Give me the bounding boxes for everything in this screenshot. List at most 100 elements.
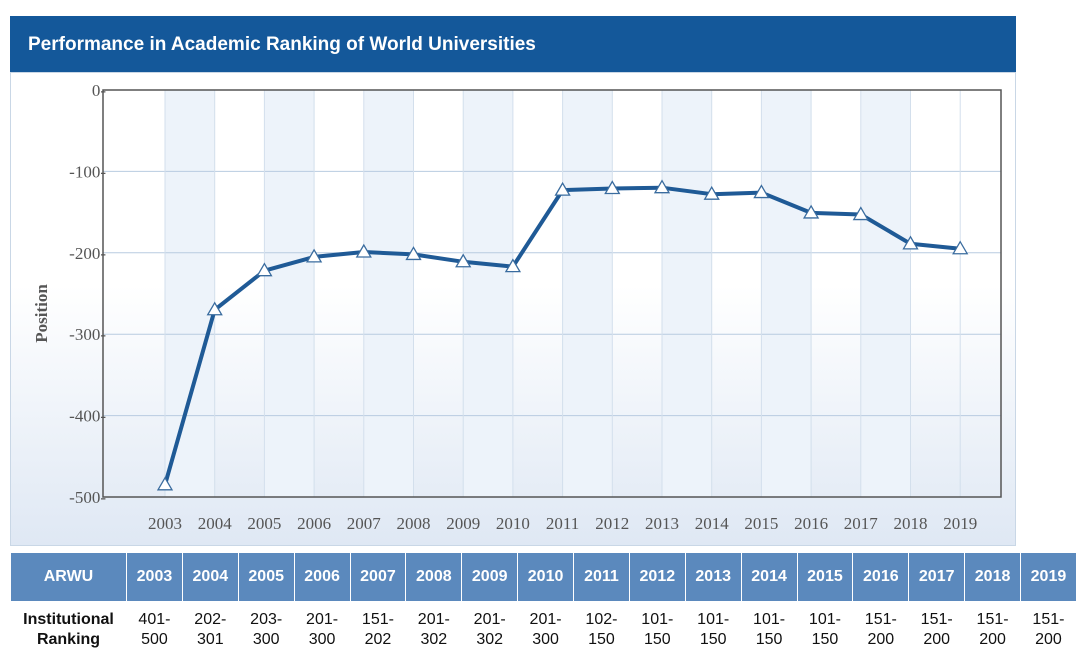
- table-header-year: 2017: [908, 552, 966, 602]
- table-row: Institutional Ranking 401- 500 202- 301 203-…: [11, 602, 1077, 652]
- table-cell-ranking: 401- 500: [127, 602, 183, 652]
- table-header-year: 2003: [126, 552, 183, 602]
- x-tick-label: 2017: [844, 514, 879, 533]
- ranking-start: 201-: [473, 611, 506, 628]
- column-band: [761, 90, 812, 497]
- data-point: [952, 240, 969, 255]
- x-tick-label: 2010: [496, 514, 530, 533]
- data-point: [902, 235, 919, 250]
- ranking-start: 151-: [864, 611, 897, 628]
- data-point: [802, 204, 820, 219]
- y-tick-label: -500-: [69, 488, 106, 507]
- x-tick-label: 2013: [645, 514, 679, 533]
- data-point: [653, 179, 671, 194]
- x-tick-label: 2014: [695, 514, 730, 533]
- table-cell-ranking: 201- 300: [518, 602, 574, 652]
- x-tick-label: 2008: [397, 514, 431, 533]
- ranking-end: 150: [588, 631, 615, 648]
- column-band: [165, 90, 215, 497]
- ranking-end: 150: [699, 631, 727, 648]
- table-header-year: 2006: [293, 552, 351, 602]
- ranking-start: 201-: [417, 611, 450, 628]
- ranking-start: 151-: [976, 611, 1009, 628]
- x-tick-label: 2012: [595, 514, 629, 533]
- column-band: [264, 90, 315, 497]
- ranking-end: 200: [979, 631, 1006, 648]
- table-header-year: 2011: [573, 552, 630, 602]
- data-point: [305, 248, 323, 263]
- data-point: [604, 180, 621, 195]
- table-cell-ranking: 202- 301: [182, 602, 238, 652]
- table-cell-ranking: 102- 150: [574, 602, 630, 652]
- data-point: [703, 185, 720, 200]
- y-tick-label: -400-: [69, 407, 106, 426]
- table-header-year: 2015: [796, 552, 854, 602]
- ranking-end: 200: [923, 631, 951, 648]
- column-band: [363, 90, 414, 497]
- x-tick-label: 2018: [894, 514, 928, 533]
- table-cell-ranking: 151- 200: [965, 602, 1021, 652]
- table-cell-ranking: 201- 302: [406, 602, 462, 652]
- ranking-start: 202-: [194, 611, 227, 628]
- ranking-end: 200: [1035, 631, 1062, 648]
- x-tick-label: 2005: [247, 514, 281, 533]
- x-tick-label: 2011: [546, 514, 579, 533]
- ranking-start: 201-: [306, 611, 339, 628]
- table-header-year: 2014: [740, 552, 798, 602]
- x-tick-label: 2009: [446, 514, 480, 533]
- ranking-start: 151-: [361, 611, 394, 628]
- data-point: [156, 476, 174, 491]
- x-tick-label: 2004: [198, 514, 233, 533]
- data-point: [554, 181, 571, 196]
- ranking-start: 151-: [920, 611, 953, 628]
- line-chart: 0- -100- -200- -300- -400- -500- 2003 2004 2005 2…: [32, 81, 1002, 533]
- y-axis-label: Position: [32, 284, 51, 343]
- y-tick-label: 0-: [92, 81, 107, 100]
- table-cell-ranking: 151- 200: [853, 602, 909, 652]
- ranking-end: 300: [308, 631, 336, 648]
- data-point: [753, 184, 770, 199]
- table-cell-ranking: 101- 150: [741, 602, 797, 652]
- table-row-label: Institutional Ranking: [23, 611, 114, 648]
- data-point: [852, 206, 869, 221]
- ranking-end: 150: [755, 631, 783, 648]
- table-cell-ranking: 101- 150: [797, 602, 853, 652]
- table-cell-ranking: 201- 302: [462, 602, 518, 652]
- x-tick-label: 2006: [297, 514, 331, 533]
- y-tick-label: -200-: [69, 244, 106, 263]
- data-point: [206, 301, 223, 316]
- table-header-year: 2009: [461, 552, 519, 602]
- ranking-table-wrap: ARWU 2003 2004 2005 2006 2007 2008 2009 2010 201…: [10, 552, 1077, 651]
- table-cell-ranking: 151- 200: [1021, 602, 1077, 652]
- chart-panel: 0- -100- -200- -300- -400- -500- 2003 2004 2005 2…: [10, 72, 1016, 546]
- ranking-end: 302: [420, 631, 448, 648]
- table-header-row: ARWU 2003 2004 2005 2006 2007 2008 2009 2010 201…: [10, 552, 1077, 602]
- column-band: [463, 90, 513, 497]
- ranking-start: 101-: [753, 611, 786, 628]
- data-point: [355, 243, 372, 258]
- ranking-end: 500: [141, 631, 168, 648]
- table-header-year: 2018: [964, 552, 1021, 602]
- table-cell-ranking: 101- 150: [685, 602, 741, 652]
- table-cell-ranking: 201- 300: [294, 602, 350, 652]
- ranking-end: 202: [364, 631, 392, 648]
- ranking-start: 101-: [697, 611, 730, 628]
- x-tick-label: 2007: [347, 514, 382, 533]
- column-band: [562, 90, 613, 497]
- data-point: [405, 246, 422, 261]
- table-cell-ranking: 151- 200: [909, 602, 965, 652]
- table-cell-ranking: 203- 300: [238, 602, 294, 652]
- x-tick-label: 2015: [744, 514, 778, 533]
- ranking-table: ARWU 2003 2004 2005 2006 2007 2008 2009 2010 201…: [10, 552, 1077, 651]
- ranking-end: 150: [811, 631, 839, 648]
- ranking-end: 302: [476, 631, 504, 648]
- table-header-year: 2013: [684, 552, 742, 602]
- column-band: [662, 90, 712, 497]
- data-point: [504, 258, 522, 273]
- ranking-start: 201-: [529, 611, 562, 628]
- table-header-year: 2004: [181, 552, 239, 602]
- table-cell-ranking: 151- 202: [350, 602, 406, 652]
- table-header-year: 2019: [1020, 552, 1077, 602]
- x-tick-label: 2003: [148, 514, 182, 533]
- ranking-end: 300: [532, 631, 559, 648]
